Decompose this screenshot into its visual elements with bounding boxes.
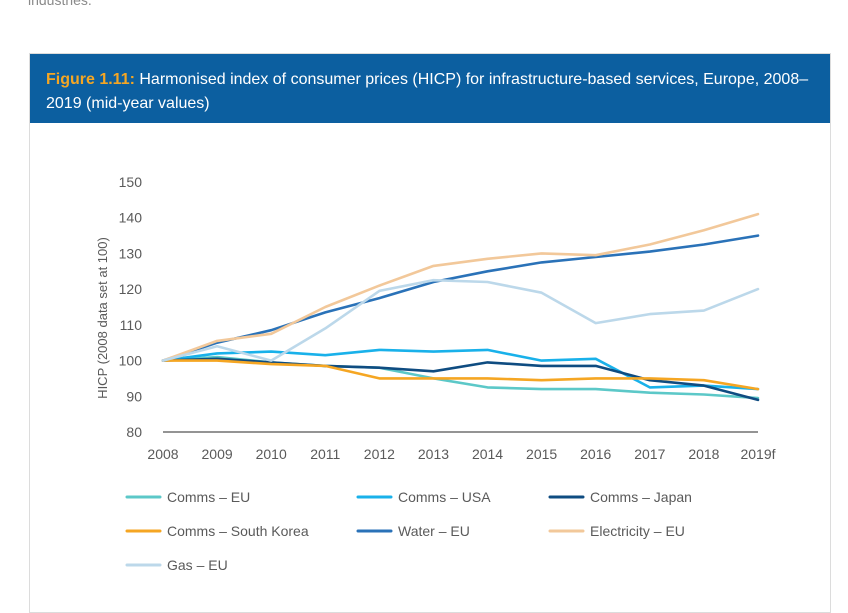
legend-label: Comms – Japan [590,489,692,505]
hicp-line-chart: 80 90 100 110 120 130 140 150 2008 2009 2010 2011 20… [95,174,776,573]
series-line-comms-south-korea [161,359,760,391]
figure-title: Harmonised index of consumer prices (HIC… [46,71,809,112]
legend-label: Comms – South Korea [167,523,309,539]
figure-header: Figure 1.11: Harmonised index of consume… [30,54,830,123]
x-tick-label: 2014 [472,446,503,462]
series-line-gas-eu [161,278,760,362]
y-tick-label: 110 [120,317,143,333]
x-tick-label: 2015 [526,446,557,462]
legend-label: Electricity – EU [590,523,685,539]
x-tick-label: 2010 [256,446,287,462]
series-line-comms-japan [161,357,760,402]
series-line-electricity-eu [161,212,760,362]
y-tick-label: 100 [119,353,143,369]
legend-label: Comms – USA [398,489,491,505]
series-line-water-eu [161,234,760,362]
x-tick-label: 2016 [580,446,611,462]
legend-label: Gas – EU [167,557,228,573]
x-tick-label: 2011 [310,446,340,462]
preceding-text-fragment: industries. [28,0,92,8]
series-lines [161,212,760,402]
series-line-comms-usa [161,348,760,391]
y-tick-label: 80 [126,424,142,440]
x-tick-label: 2013 [418,446,449,462]
x-tick-label: 2008 [147,446,178,462]
y-tick-label: 120 [119,281,143,297]
x-tick-label: 2012 [364,446,395,462]
figure-number: Figure 1.11: [46,71,135,88]
y-tick-label: 150 [119,174,143,190]
y-axis-title: HICP (2008 data set at 100) [95,237,110,399]
y-tick-label: 140 [119,210,143,226]
x-tick-label: 2009 [202,446,233,462]
y-tick-label: 90 [126,388,142,404]
x-tick-label: 2019f [740,446,775,462]
figure-card: Figure 1.11: Harmonised index of consume… [29,53,831,613]
legend-label: Water – EU [398,523,470,539]
legend-label: Comms – EU [167,489,250,505]
x-tick-label: 2017 [634,446,665,462]
y-tick-label: 130 [119,245,143,261]
x-tick-label: 2018 [688,446,719,462]
axes: 80 90 100 110 120 130 140 150 2008 2009 2010 2011 20… [95,174,776,462]
legend: Comms – EU Comms – USA Comms – Japan Comms … [125,489,692,573]
